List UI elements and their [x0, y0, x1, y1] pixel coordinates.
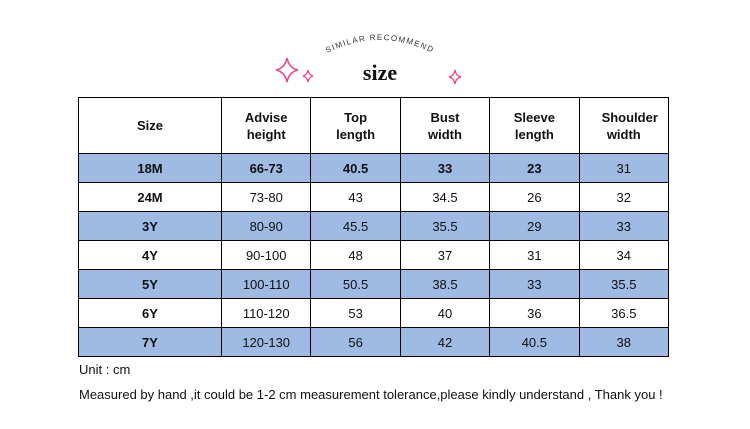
- table-cell: 38.5: [399, 269, 491, 299]
- size-table: Size Advise height Top length Bust width Sle…: [78, 97, 670, 357]
- column-header: Top length: [310, 97, 401, 154]
- table-cell: 24M: [78, 182, 222, 212]
- table-cell: 35.5: [399, 211, 491, 241]
- table-cell: 73-80: [220, 182, 312, 212]
- arc-text-path: SIMILAR RECOMMEND: [324, 33, 434, 55]
- table-cell: 90-100: [220, 240, 312, 270]
- table-cell: 31: [489, 240, 580, 270]
- table-cell: 34.5: [399, 182, 491, 212]
- table-cell: 33: [578, 211, 670, 241]
- table-cell: 40.5: [489, 327, 580, 357]
- table-cell: 37: [399, 240, 491, 270]
- table-cell: 5Y: [78, 269, 222, 299]
- sparkle: [302, 69, 314, 83]
- header: SIMILAR RECOMMEND size: [275, 33, 462, 85]
- column-header: Advise height: [220, 97, 312, 154]
- table-cell: 50.5: [310, 269, 401, 299]
- table-cell: 31: [578, 153, 670, 183]
- table-cell: 36.5: [578, 298, 670, 328]
- table-cell: 42: [399, 327, 491, 357]
- table-cell: 4Y: [78, 240, 222, 270]
- table-cell: 6Y: [78, 298, 222, 328]
- table-cell: 33: [399, 153, 491, 183]
- table-row: 7Y 120-130 56 42 40.5 38: [78, 327, 670, 357]
- table-row: 24M 73-80 43 34.5 26 32: [78, 182, 670, 212]
- table-cell: 110-120: [220, 298, 312, 328]
- table-cell: 53: [310, 298, 401, 328]
- table-cell: 32: [578, 182, 670, 212]
- arc-text: SIMILAR RECOMMEND: [324, 33, 435, 55]
- table-row: 5Y 100-110 50.5 38.5 33 35.5: [78, 269, 670, 299]
- table-cell: 40.5: [310, 153, 401, 183]
- table-cell: 45.5: [310, 211, 401, 241]
- table-cell: 38: [578, 327, 670, 357]
- table-cell: 66-73: [220, 153, 312, 183]
- table-cell: 40: [399, 298, 491, 328]
- table-cell: 3Y: [78, 211, 222, 241]
- table-cell: 100-110: [220, 269, 312, 299]
- sparkle: [275, 57, 299, 83]
- column-header: Sleeve length: [489, 97, 580, 154]
- table-cell: 36: [489, 298, 580, 328]
- table-cell: 29: [489, 211, 580, 241]
- table-row: 6Y 110-120 53 40 36 36.5: [78, 298, 670, 328]
- table-cell: 7Y: [78, 327, 222, 357]
- table-cell: 48: [310, 240, 401, 270]
- table-row: 3Y 80-90 45.5 35.5 29 33: [78, 211, 670, 241]
- table-cell: 120-130: [220, 327, 312, 357]
- column-header: Shoulder width: [578, 97, 670, 154]
- column-header: Bust width: [399, 97, 491, 154]
- column-header: Size: [78, 97, 222, 154]
- header-row: Size Advise height Top length Bust width Sle…: [78, 97, 670, 154]
- table-cell: 26: [489, 182, 580, 212]
- sparkle: [448, 69, 462, 85]
- table-cell: 33: [489, 269, 580, 299]
- table-cell: 56: [310, 327, 401, 357]
- table-cell: 18M: [78, 153, 222, 183]
- table-cell: 34: [578, 240, 670, 270]
- unit-note: Unit : cm: [79, 362, 131, 377]
- table-row: 18M 66-73 40.5 33 23 31: [78, 153, 670, 183]
- table-row: 4Y 90-100 48 37 31 34: [78, 240, 670, 270]
- table-cell: 80-90: [220, 211, 312, 241]
- table-cell: 43: [310, 182, 401, 212]
- title: size: [363, 60, 397, 85]
- tolerance-note: Measured by hand ,it could be 1-2 cm mea…: [79, 387, 663, 402]
- table-cell: 35.5: [578, 269, 670, 299]
- table-cell: 23: [489, 153, 580, 183]
